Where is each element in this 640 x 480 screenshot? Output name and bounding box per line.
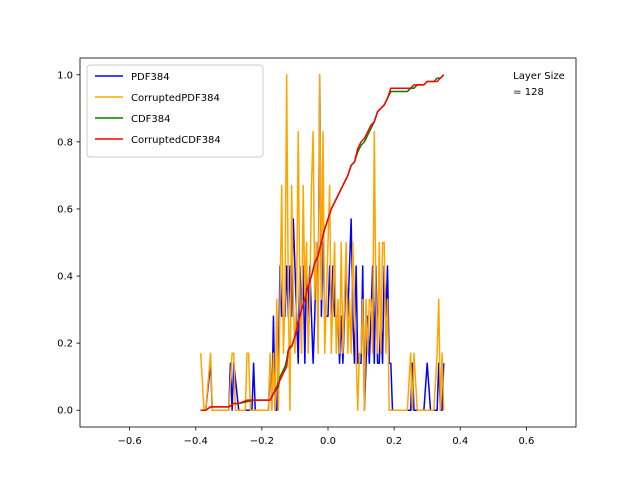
annotation-line: Layer Size <box>513 71 565 82</box>
x-tick-label: −0.4 <box>184 436 208 447</box>
legend-box <box>86 64 264 158</box>
x-tick-label: −0.2 <box>250 436 274 447</box>
x-tick-label: 0.4 <box>452 436 468 447</box>
x-tick-label: 0.6 <box>518 436 534 447</box>
annotation: Layer Size = 128 <box>513 71 565 98</box>
series-line-corruptedpdf384 <box>199 74 445 411</box>
x-tick-label: 0.2 <box>386 436 402 447</box>
y-tick-label: 0.8 <box>57 137 73 148</box>
axes-layer: −0.6 −0.4 −0.2 0.0 0.2 0.4 0.6 0.0 0.2 0.4 0.6 0.8 1… <box>57 57 577 447</box>
legend-label: CorruptedCDF384 <box>131 135 221 146</box>
legend-label: CorruptedPDF384 <box>131 93 220 104</box>
legend: PDF384 CorruptedPDF384 CDF384 CorruptedCDF3… <box>86 64 264 158</box>
x-tick-label: −0.6 <box>117 436 141 447</box>
legend-label: PDF384 <box>131 72 170 83</box>
y-tick-label: 0.4 <box>57 272 73 283</box>
annotation-line: = 128 <box>513 87 544 98</box>
x-tick-label: 0.0 <box>320 436 336 447</box>
y-tick-label: 1.0 <box>57 70 73 81</box>
y-tick-label: 0.6 <box>57 204 73 215</box>
legend-label: CDF384 <box>131 114 171 125</box>
series-line-corruptedcdf384 <box>200 74 445 411</box>
y-tick-label: 0.2 <box>57 339 73 350</box>
y-tick-label: 0.0 <box>57 406 73 417</box>
series-layer <box>199 74 445 411</box>
